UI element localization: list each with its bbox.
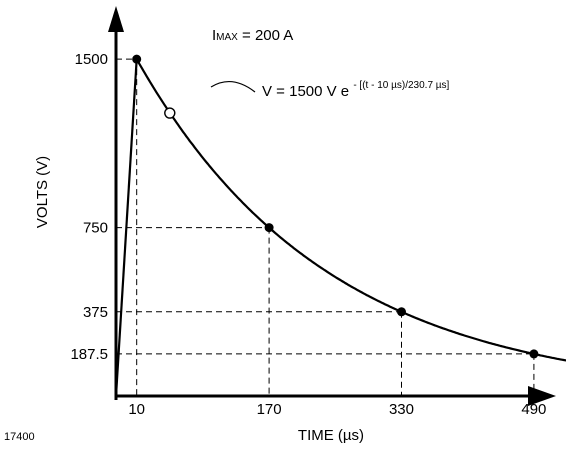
x-tick-label-0: 10 <box>128 401 145 418</box>
y-tick-label-1: 750 <box>83 220 108 237</box>
data-point-1 <box>264 223 274 233</box>
data-point-2 <box>396 307 406 317</box>
formula-leader-line <box>210 81 256 93</box>
curve-group <box>114 58 566 397</box>
rise-line <box>114 59 138 397</box>
imax-annotation: IMAX = 200 A <box>212 27 293 44</box>
y-tick-label-2: 375 <box>83 304 108 321</box>
formula-main: V = 1500 V e <box>262 83 349 100</box>
dashed-guides <box>116 58 535 396</box>
y-tick-label-0: 1500 <box>75 51 108 68</box>
imax-prefix: I <box>212 27 216 44</box>
formula-annotation: V = 1500 V e - [(t - 10 µs)/230.7 µs] <box>262 80 450 100</box>
x-axis-title: TIME (µs) <box>298 427 364 444</box>
x-axis-arrow <box>528 386 556 406</box>
imax-sub: MAX <box>216 32 238 43</box>
axes <box>108 6 556 406</box>
data-point-0 <box>132 54 142 64</box>
x-tick-label-1: 170 <box>257 401 282 418</box>
x-tick-label-2: 330 <box>389 401 414 418</box>
imax-rest: = 200 A <box>238 27 293 44</box>
marker-group <box>132 54 539 359</box>
open-marker <box>164 107 176 119</box>
tick-labels: 1500 750 375 187.5 10 170 330 490 <box>70 51 546 418</box>
figure-number: 17400 <box>4 431 35 443</box>
y-axis-title: VOLTS (V) <box>34 156 51 228</box>
y-tick-label-3: 187.5 <box>70 346 108 363</box>
y-axis-arrow <box>108 6 124 32</box>
x-tick-label-3: 490 <box>521 401 546 418</box>
formula-exponent: - [(t - 10 µs)/230.7 µs] <box>353 80 449 91</box>
data-point-3 <box>529 349 539 359</box>
decay-curve <box>135 58 566 362</box>
